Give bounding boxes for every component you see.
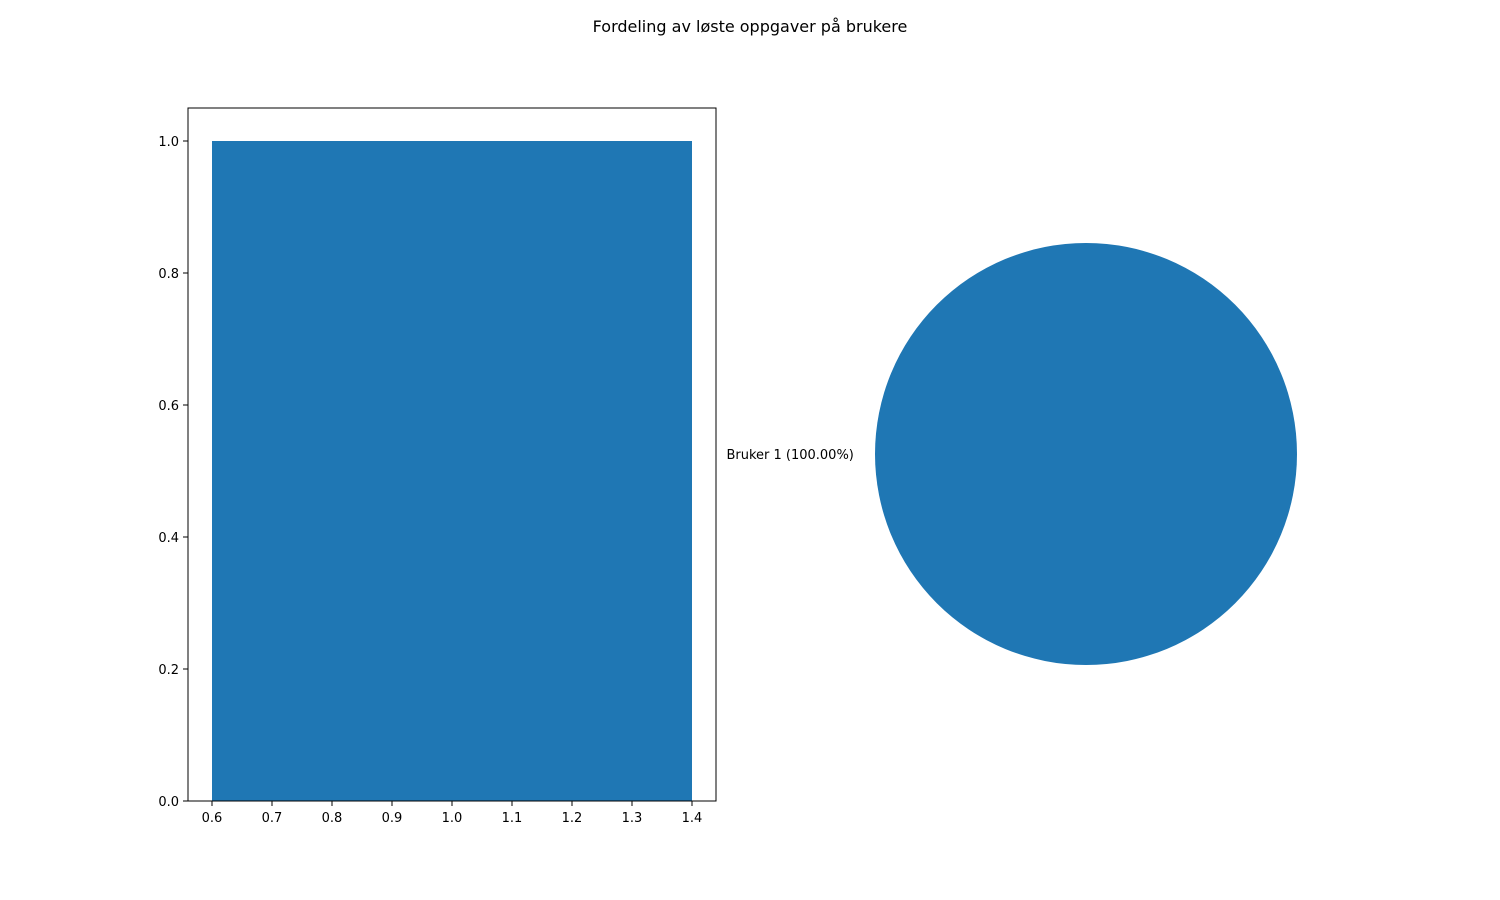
x-tick-label: 0.9	[382, 811, 403, 826]
y-tick-label: 0.0	[158, 795, 179, 810]
y-tick-label: 0.6	[158, 399, 179, 414]
x-tick-label: 0.8	[322, 811, 343, 826]
y-tick-label: 0.2	[158, 663, 179, 678]
pie-slice-1	[875, 243, 1297, 665]
y-tick-label: 0.4	[158, 531, 179, 546]
x-tick-label: 1.4	[682, 811, 703, 826]
y-tick-label: 1.0	[158, 135, 179, 150]
bar-chart: 0.6 0.7 0.8 0.9 1.0 1.1 1.2 1.3 1.4 0.0 0.2 0.4 0.6 0…	[158, 107, 717, 826]
pie-chart: Bruker 1 (100.00%)	[726, 243, 1297, 665]
y-tick-label: 0.8	[158, 267, 179, 282]
bar-1	[212, 141, 692, 801]
x-tick-label: 0.6	[202, 811, 223, 826]
x-tick-label: 0.7	[262, 811, 283, 826]
x-tick-label: 1.0	[442, 811, 463, 826]
pie-slice-label: Bruker 1 (100.00%)	[726, 448, 853, 463]
chart-title: Fordeling av løste oppgaver på brukere	[592, 17, 908, 36]
x-tick-label: 1.2	[562, 811, 583, 826]
x-tick-label: 1.3	[622, 811, 643, 826]
x-tick-label: 1.1	[502, 811, 523, 826]
